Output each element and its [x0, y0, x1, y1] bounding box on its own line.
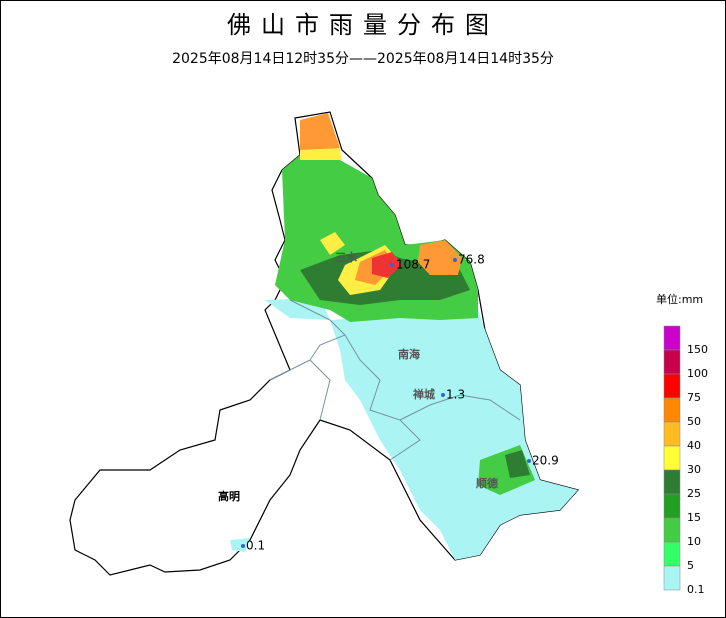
station-value: 108.7 — [396, 258, 430, 272]
rain-area — [300, 250, 530, 478]
station-dot — [390, 263, 394, 267]
map — [69, 111, 580, 576]
legend-label: 0.1 — [687, 583, 705, 596]
rain-area — [372, 252, 402, 278]
legend-swatch — [663, 469, 681, 495]
legend-swatch — [663, 517, 681, 543]
district-label: 顺德 — [476, 476, 498, 490]
legend-swatch — [663, 397, 681, 423]
district-label: 禅城 — [412, 387, 435, 401]
legend-label: 150 — [687, 343, 708, 356]
legend-swatch — [663, 349, 681, 375]
rain-area — [230, 298, 578, 560]
legend-label: 15 — [687, 511, 701, 524]
district-label: 高明 — [218, 489, 240, 503]
station-dot — [453, 258, 457, 262]
district-labels: 三水 南海 禅城 顺德 高明 — [218, 250, 498, 503]
district-label: 三水 — [335, 250, 358, 264]
legend-label: 10 — [687, 535, 701, 548]
title: 佛山市雨量分布图 — [227, 11, 499, 39]
district-label: 南海 — [398, 347, 420, 361]
station-value: 1.3 — [446, 388, 465, 402]
legend-label: 100 — [687, 367, 708, 380]
legend-label: 40 — [687, 439, 701, 452]
legend-swatch — [663, 373, 681, 399]
station-value: 0.1 — [246, 539, 265, 553]
subtitle: 2025年08月14日12时35分——2025年08月14日14时35分 — [172, 51, 554, 67]
station-dot — [241, 544, 245, 548]
station-dot — [527, 459, 531, 463]
legend-label: 75 — [687, 391, 701, 404]
district-border — [269, 299, 521, 461]
station-value: 76.8 — [458, 253, 485, 267]
legend-swatch — [663, 421, 681, 447]
legend-label: 25 — [687, 487, 701, 500]
legend-label: 50 — [687, 415, 701, 428]
stations: 108.7 76.8 1.3 20.9 0.1 — [241, 253, 559, 553]
legend-swatch — [663, 325, 681, 351]
legend-swatch — [663, 493, 681, 519]
legend-swatch — [663, 565, 681, 591]
legend-label: 5 — [687, 559, 694, 572]
legend-swatch — [663, 541, 681, 567]
legend-swatch — [663, 445, 681, 471]
legend-unit: 单位:mm — [656, 292, 703, 306]
legend-label: 30 — [687, 463, 701, 476]
station-dot — [441, 393, 445, 397]
station-value: 20.9 — [532, 454, 559, 468]
rain-area — [300, 113, 462, 285]
legend: 150 100 75 50 40 30 25 15 10 5 0.1 — [663, 325, 708, 596]
